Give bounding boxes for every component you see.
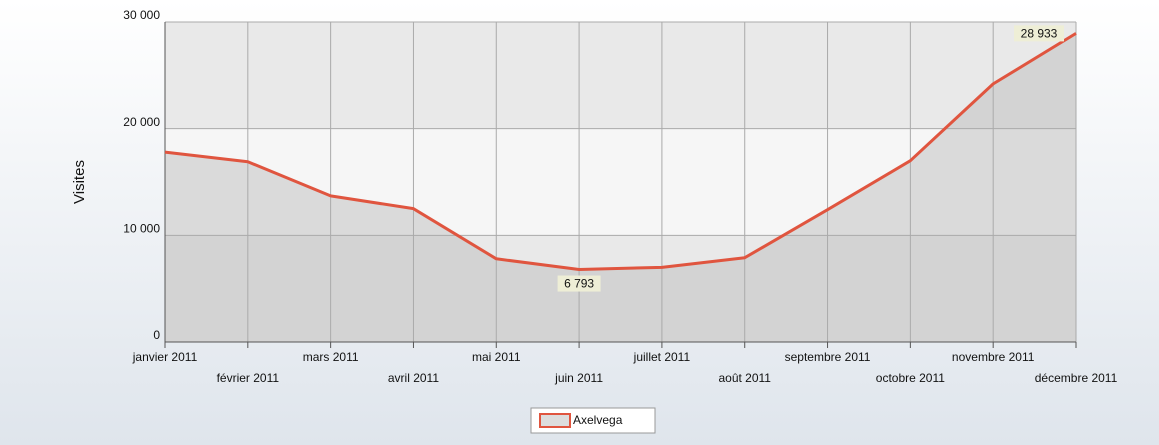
y-tick-label: 0	[153, 328, 160, 342]
x-tick-label: juillet 2011	[633, 350, 691, 364]
y-tick-label: 20 000	[123, 115, 160, 129]
x-tick-label: avril 2011	[388, 371, 439, 385]
data-label: 6 793	[564, 277, 594, 291]
line	[164, 32, 1077, 272]
x-tick-label: janvier 2011	[132, 350, 198, 364]
x-tick-label: mai 2011	[472, 350, 521, 364]
x-tick-label: août 2011	[718, 371, 771, 385]
x-tick-label: septembre 2011	[785, 350, 871, 364]
legend-box	[530, 407, 656, 434]
legend-swatch	[539, 413, 571, 428]
data-label: 28 933	[1021, 27, 1058, 41]
data-label-box	[557, 275, 601, 292]
x-tick-label: novembre 2011	[952, 350, 1035, 364]
legend-label: Axelvega	[573, 413, 623, 427]
y-tick-label: 30 000	[123, 8, 160, 22]
x-tick-label: octobre 2011	[876, 371, 945, 385]
x-tick-label: février 2011	[217, 371, 280, 385]
y-axis-label: Visites	[71, 160, 88, 204]
area	[165, 33, 1076, 342]
x-tick-label: décembre 2011	[1035, 371, 1118, 385]
plot-band	[165, 22, 1076, 129]
y-tick-label: 10 000	[123, 222, 160, 236]
plot-band	[165, 235, 1076, 342]
x-tick-label: juin 2011	[554, 371, 603, 385]
x-tick-label: mars 2011	[303, 350, 359, 364]
data-label-box	[1014, 25, 1064, 42]
